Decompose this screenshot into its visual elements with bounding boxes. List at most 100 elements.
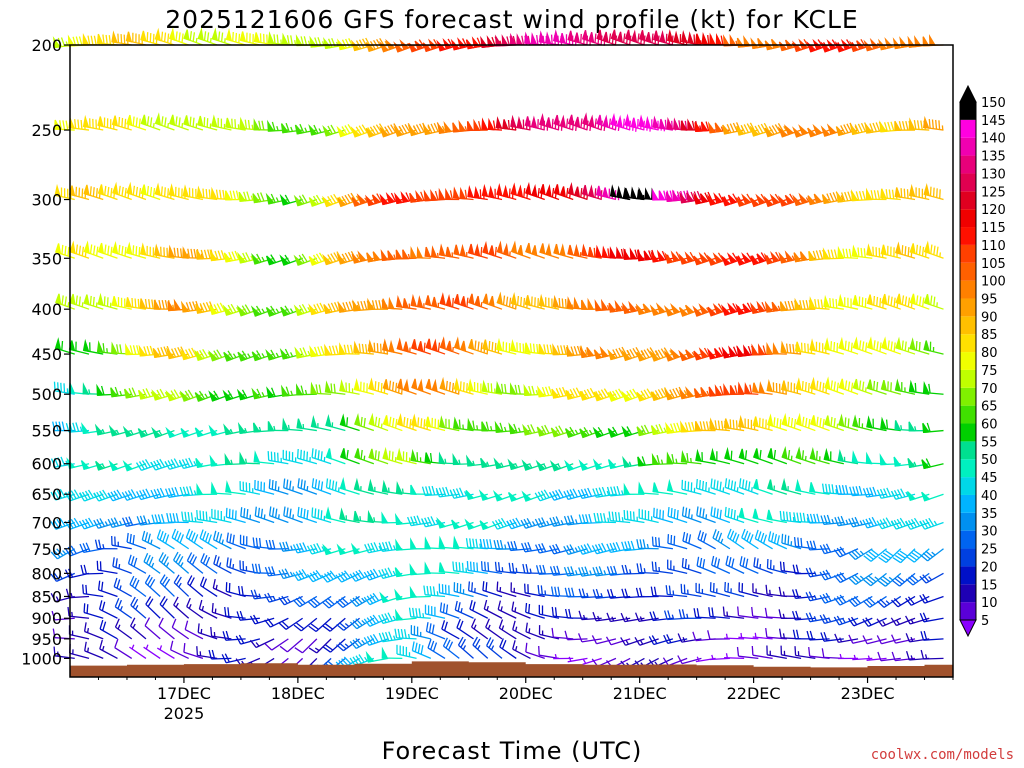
wind-barb: [179, 389, 204, 402]
wind-barb: [567, 243, 588, 259]
wind-barb: [739, 556, 759, 574]
wind-barb: [354, 412, 375, 432]
wind-barb: [198, 599, 218, 619]
colorbar-label: 55: [981, 435, 998, 450]
wind-barb: [223, 350, 246, 362]
wind-barb: [173, 574, 190, 597]
wind-barb: [724, 581, 745, 598]
wind-barb: [410, 625, 431, 640]
wind-barb: [212, 530, 232, 550]
wind-barb: [224, 453, 246, 466]
wind-barb: [809, 446, 830, 465]
wind-barb: [311, 478, 332, 495]
wind-barb: [578, 513, 602, 525]
wind-barb: [506, 517, 531, 530]
wind-barb: [145, 596, 161, 619]
wind-barb: [707, 630, 730, 640]
wind-barb: [451, 519, 474, 530]
wind-barb: [152, 345, 175, 359]
wind-barb: [250, 305, 275, 317]
wind-barb: [194, 390, 218, 402]
wind-barb: [838, 413, 859, 432]
wind-barb: [623, 509, 645, 524]
wind-barb: [520, 517, 545, 529]
colorbar-swatch: [960, 477, 976, 495]
wind-barb: [250, 589, 275, 600]
colorbar-label: 15: [981, 578, 998, 593]
wind-barb: [308, 617, 332, 633]
y-tick-label: 500: [31, 385, 62, 404]
wind-barb: [862, 617, 887, 627]
wind-barb: [279, 254, 303, 266]
wind-barb: [186, 597, 204, 619]
colorbar-swatch: [960, 191, 976, 210]
wind-barb: [482, 240, 503, 259]
wind-barb: [566, 345, 588, 357]
wind-barb: [154, 112, 175, 131]
wind-barb: [99, 619, 118, 640]
wind-barb: [496, 337, 517, 355]
wind-barb: [471, 618, 489, 640]
wind-barb: [237, 251, 261, 264]
colorbar-swatch: [960, 459, 976, 478]
colorbar-label: 35: [981, 507, 998, 522]
wind-barb: [140, 114, 161, 131]
wind-barb: [453, 582, 474, 598]
wind-barb: [249, 638, 275, 649]
wind-barb: [480, 561, 503, 575]
wind-barb: [823, 337, 844, 355]
wind-barb: [525, 622, 545, 640]
wind-barb: [549, 459, 574, 472]
wind-barb: [408, 607, 431, 619]
wind-barb: [111, 296, 132, 310]
wind-barb: [78, 517, 104, 530]
wind-barb: [877, 651, 901, 662]
y-tick-label: 250: [31, 121, 62, 140]
colorbar-label: 25: [981, 543, 998, 558]
colorbar-label: 65: [981, 400, 998, 415]
wind-barb: [83, 240, 104, 259]
wind-barb: [378, 541, 403, 553]
wind-barb: [380, 248, 403, 262]
colorbar-label: 30: [981, 525, 998, 540]
colorbar-label: 80: [981, 346, 998, 361]
wind-barb: [54, 183, 75, 201]
wind-barb: [819, 592, 845, 604]
colorbar-swatch: [960, 280, 976, 299]
wind-barb: [711, 555, 731, 574]
wind-barb: [97, 242, 118, 259]
y-tick-label: 350: [31, 249, 62, 268]
wind-barb: [126, 532, 147, 550]
wind-barb: [253, 450, 275, 465]
y-tick-label: 950: [31, 630, 62, 649]
wind-barb: [310, 415, 332, 432]
wind-barb: [396, 378, 417, 395]
colorbar-swatch: [960, 369, 976, 388]
wind-barb: [753, 557, 773, 574]
colorbar-swatch: [960, 548, 976, 567]
wind-barb: [96, 340, 118, 355]
wind-barb: [225, 480, 246, 495]
wind-barb: [666, 478, 688, 495]
wind-barb: [283, 478, 303, 495]
wind-barb: [127, 554, 147, 574]
wind-barb: [866, 294, 887, 310]
wind-barb: [226, 532, 246, 550]
wind-barb: [240, 507, 261, 524]
wind-barb: [368, 448, 389, 465]
wind-barb: [293, 253, 318, 266]
wind-barb: [281, 384, 303, 397]
wind-barb: [495, 116, 517, 131]
wind-barb: [805, 567, 830, 578]
wind-barbs-layer: [50, 27, 944, 673]
wind-barb: [483, 599, 503, 619]
colorbar-label: 75: [981, 364, 998, 379]
wind-barb: [425, 338, 446, 355]
colorbar-swatch: [960, 405, 976, 424]
wind-barb: [424, 561, 446, 575]
wind-barb: [620, 637, 645, 646]
wind-barb: [171, 618, 190, 640]
wind-barb: [294, 346, 317, 359]
wind-barb: [479, 538, 503, 550]
wind-barb: [652, 482, 673, 495]
